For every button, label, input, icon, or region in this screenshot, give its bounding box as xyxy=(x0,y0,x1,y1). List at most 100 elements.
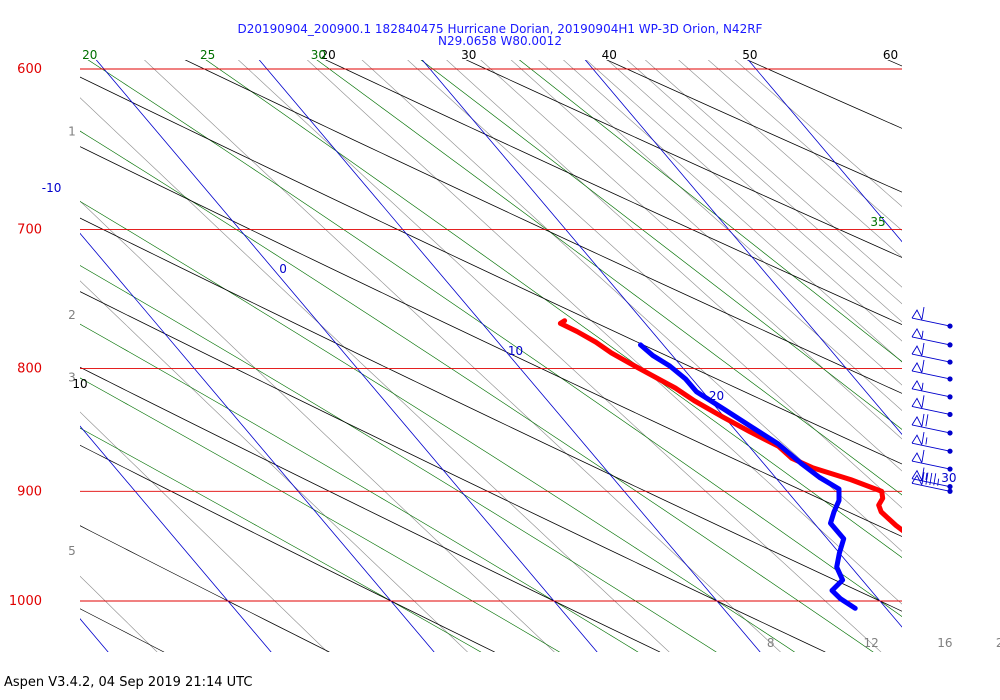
moist-adiabat-line xyxy=(80,130,874,652)
isotherm-line xyxy=(421,60,902,628)
mixing-ratio-line xyxy=(585,60,902,342)
mixing-ratio-label: 8 xyxy=(767,636,775,650)
isotherm-line xyxy=(584,60,902,435)
mixing-ratio-line xyxy=(80,200,555,652)
dry-adiabat-line xyxy=(184,60,902,394)
dry-adiabat-label: 30 xyxy=(461,48,476,62)
wind-barb xyxy=(911,449,953,472)
mixing-ratio-line xyxy=(80,97,670,652)
isotherm-label: 0 xyxy=(279,262,287,276)
mixing-ratio-line xyxy=(80,575,158,652)
wind-barb xyxy=(911,413,953,436)
wind-barbs xyxy=(911,306,953,494)
moist-adiabat-line xyxy=(80,265,717,652)
height-km-label: 5 xyxy=(68,544,76,558)
dry-adiabat-line xyxy=(80,291,826,652)
isotherm-line xyxy=(258,60,761,652)
chart-subtitle: N29.0658 W80.0012 xyxy=(438,34,562,48)
temperature-profile xyxy=(557,318,902,534)
wind-barb xyxy=(911,379,953,400)
isotherm-label: 20 xyxy=(709,389,724,403)
moist-adiabat-line xyxy=(80,200,795,652)
moist-adiabat-line xyxy=(80,377,560,652)
moist-adiabat-line xyxy=(205,60,902,558)
mixing-ratio-line xyxy=(80,280,468,652)
moist-adiabat-label: 35 xyxy=(870,215,885,229)
pressure-tick-label: 800 xyxy=(17,362,42,377)
dry-adiabat-line xyxy=(325,60,902,325)
pressure-tick-label: 900 xyxy=(17,484,42,499)
dry-adiabat-line xyxy=(80,217,902,612)
dry-adiabat-line xyxy=(606,60,902,193)
height-km-label: 3 xyxy=(68,371,76,385)
pressure-tick-label: 1000 xyxy=(9,594,42,609)
dry-adiabat-line xyxy=(80,146,902,537)
dry-adiabat-label: 50 xyxy=(742,48,757,62)
mixing-ratio-line xyxy=(538,60,902,386)
moist-adiabat-line xyxy=(420,60,902,430)
moist-adiabat-line xyxy=(80,427,482,652)
mixing-ratio-line xyxy=(626,60,902,305)
chart-title: D20190904_200900.1 182840475 Hurricane D… xyxy=(238,22,763,36)
mixing-ratio-line xyxy=(607,60,902,323)
dry-adiabat-label: 10 xyxy=(72,377,87,391)
moist-adiabat-line xyxy=(87,60,902,618)
mixing-ratio-line xyxy=(306,60,902,605)
mixing-ratio-line xyxy=(80,411,328,652)
dry-adiabat-label: 40 xyxy=(602,48,617,62)
height-km-label: 1 xyxy=(68,124,76,138)
chart-grid xyxy=(80,50,1000,652)
wind-barb xyxy=(911,395,953,418)
isobar-lines xyxy=(80,68,902,602)
isotherm-line xyxy=(747,60,902,243)
mixing-ratio-line xyxy=(644,60,902,288)
mixing-ratio-line xyxy=(678,60,902,258)
moist-adiabat-line xyxy=(316,60,902,496)
mixing-ratio-line xyxy=(446,60,902,472)
mixing-ratio-label: 16 xyxy=(937,636,952,650)
mixing-ratio-line xyxy=(407,60,902,509)
isotherm-line xyxy=(95,60,598,652)
chart-labels: 6007008009001000123581216203040506010203… xyxy=(9,48,1000,650)
mixing-ratio-line xyxy=(480,60,902,440)
sounding-profiles xyxy=(557,318,902,611)
mixing-ratio-line xyxy=(707,60,902,231)
moist-adiabat-label: 25 xyxy=(200,48,215,62)
mixing-ratio-label: 20 xyxy=(996,636,1000,650)
mixing-ratio-line xyxy=(510,60,902,411)
dry-adiabat-line xyxy=(80,444,495,652)
isotherm-label: 30 xyxy=(941,471,956,485)
dry-adiabat-line xyxy=(465,60,902,258)
isotherm-line xyxy=(80,425,272,652)
moist-adiabat-line xyxy=(518,60,902,363)
dry-adiabat-line xyxy=(80,76,902,465)
isotherm-line xyxy=(80,618,109,652)
wind-barb xyxy=(911,359,953,382)
dry-adiabat-line xyxy=(80,608,165,652)
pressure-tick-label: 600 xyxy=(17,62,42,77)
wind-barb xyxy=(911,472,953,494)
moist-adiabat-line xyxy=(80,323,639,652)
wind-barb xyxy=(911,342,953,365)
wind-barb xyxy=(911,467,953,490)
wind-barb xyxy=(911,432,953,454)
isotherm-line xyxy=(903,50,1000,652)
dewpoint-profile xyxy=(638,342,858,611)
mixing-ratio-label: 12 xyxy=(864,636,879,650)
pressure-tick-label: 700 xyxy=(17,223,42,238)
wind-barb xyxy=(911,306,953,329)
dry-adiabat-line xyxy=(80,366,661,652)
height-km-label: 2 xyxy=(68,308,76,322)
mixing-ratio-line xyxy=(734,60,902,207)
isotherm-label: -10 xyxy=(42,181,62,195)
moist-adiabat-label: 30 xyxy=(311,48,326,62)
wind-barb xyxy=(911,327,953,348)
dry-adiabat-label: 60 xyxy=(883,48,898,62)
footer-version: Aspen V3.4.2, 04 Sep 2019 21:14 UTC xyxy=(4,675,252,690)
dry-adiabat-line xyxy=(80,525,330,652)
mixing-ratio-line xyxy=(563,60,902,363)
mixing-ratio-line xyxy=(144,60,781,652)
isotherm-line xyxy=(80,232,435,652)
moist-adiabat-label: 20 xyxy=(82,48,97,62)
